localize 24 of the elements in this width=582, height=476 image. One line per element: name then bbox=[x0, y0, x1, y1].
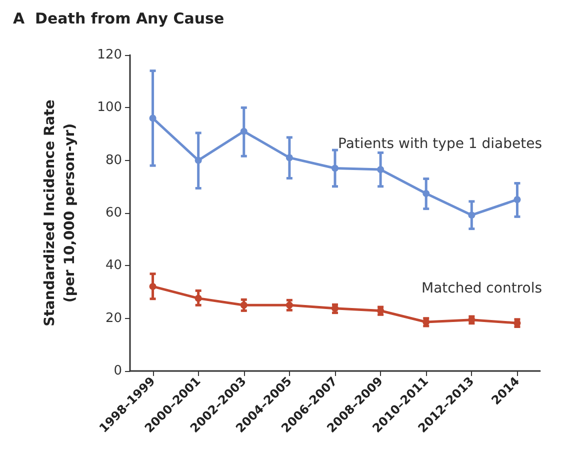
point bbox=[194, 156, 202, 164]
y-tick-label: 40 bbox=[105, 258, 122, 274]
y-tick-label: 100 bbox=[97, 100, 122, 116]
y-axis-title: Standardized Incidence Rate (per 10,000 person-yr) bbox=[42, 100, 78, 326]
point bbox=[240, 128, 248, 135]
y-tick-label: 60 bbox=[105, 206, 122, 220]
point bbox=[514, 196, 521, 204]
y-tick-label: 0 bbox=[114, 364, 122, 378]
point bbox=[286, 154, 293, 162]
y-tick-label: 80 bbox=[105, 152, 122, 168]
point bbox=[194, 294, 202, 302]
series-label: Patients with type 1 diabetes bbox=[338, 136, 542, 152]
chart-title: A Death from Any Cause bbox=[13, 10, 224, 28]
point bbox=[240, 302, 248, 309]
point bbox=[286, 302, 293, 309]
point bbox=[468, 212, 476, 219]
point bbox=[332, 164, 338, 172]
point bbox=[149, 282, 156, 290]
point bbox=[377, 166, 384, 174]
series-label: Matched controls bbox=[422, 280, 542, 296]
point bbox=[149, 114, 156, 122]
point bbox=[422, 190, 430, 198]
y-tick-label: 120 bbox=[97, 48, 122, 62]
y-tick-label: 20 bbox=[105, 310, 122, 326]
